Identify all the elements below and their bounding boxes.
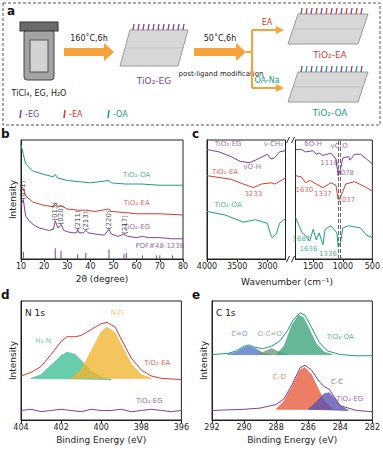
svg-text:398: 398 (134, 423, 149, 432)
svg-text:290: 290 (236, 423, 251, 432)
svg-text:δO-H: δO-H (304, 140, 322, 148)
svg-text:(217): (217) (121, 215, 129, 234)
svg-text:1500: 1500 (303, 262, 323, 271)
svg-text:PDF#48-1238: PDF#48-1238 (135, 242, 184, 250)
svg-text:ν-CH₂: ν-CH₂ (264, 140, 284, 148)
svg-text:400: 400 (94, 423, 109, 432)
svg-text:d: d (1, 289, 10, 302)
svg-text:TiO₂-EA: TiO₂-EA (143, 359, 170, 367)
svg-text:νO-H: νO-H (244, 163, 261, 171)
svg-text:Binding Energy (eV): Binding Energy (eV) (56, 435, 146, 445)
svg-text:(013): (013) (51, 202, 60, 221)
svg-text:Wavenumber (cm⁻¹): Wavenumber (cm⁻¹) (241, 277, 333, 287)
svg-text:C=O: C=O (231, 330, 248, 338)
svg-text:OA-Na: OA-Na (254, 76, 279, 85)
svg-text:-EG: -EG (25, 110, 39, 119)
svg-text:1687: 1687 (292, 235, 310, 243)
svg-text:C-C: C-C (331, 378, 343, 386)
svg-text:TiO₂-EG: TiO₂-EG (336, 395, 364, 403)
svg-text:500: 500 (365, 262, 380, 271)
svg-text:N-Ti: N-Ti (111, 309, 124, 317)
svg-text:Intensity: Intensity (199, 340, 209, 380)
svg-text:(020): (020) (57, 205, 65, 224)
svg-text:1630: 1630 (295, 186, 313, 194)
svg-text:50˚C,6h: 50˚C,6h (204, 33, 236, 43)
svg-text:(220): (220) (105, 210, 113, 229)
svg-text:10: 10 (16, 262, 26, 271)
svg-text:TiCl₄, EG, H₂O: TiCl₄, EG, H₂O (11, 89, 67, 98)
svg-text:1337: 1337 (314, 190, 332, 198)
svg-text:Intensity: Intensity (8, 179, 18, 219)
svg-text:C-O: C-O (273, 373, 287, 381)
svg-text:160˚C,6h: 160˚C,6h (70, 33, 108, 43)
svg-text:TiO₂-EA: TiO₂-EA (312, 50, 347, 60)
svg-text:TiO₂-OA: TiO₂-OA (122, 171, 150, 179)
svg-text:3000: 3000 (257, 262, 277, 271)
svg-text:404: 404 (13, 423, 28, 432)
svg-text:TiO₂-OA: TiO₂-OA (326, 333, 354, 341)
svg-text:TiO₂-OA: TiO₂-OA (214, 201, 242, 209)
svg-text:N 1s: N 1s (25, 308, 45, 318)
svg-text:50: 50 (108, 262, 118, 271)
svg-text:288: 288 (269, 423, 284, 432)
svg-text:3233: 3233 (244, 190, 262, 198)
svg-text:e: e (192, 289, 200, 302)
svg-text:4000: 4000 (197, 262, 217, 271)
svg-text:1000: 1000 (333, 262, 353, 271)
svg-text:396: 396 (174, 423, 189, 432)
svg-text:(211): (211) (74, 210, 82, 229)
svg-text:TiO₂-EA: TiO₂-EA (211, 168, 238, 176)
svg-text:-EA: -EA (69, 110, 83, 119)
svg-text:TiO₂-EG: TiO₂-EG (136, 76, 171, 86)
svg-text:TiO₂-EG: TiO₂-EG (123, 222, 151, 231)
svg-text:b: b (1, 128, 10, 141)
svg-text:(213): (213) (82, 211, 90, 230)
svg-text:30: 30 (62, 262, 72, 271)
svg-text:80: 80 (178, 262, 188, 271)
svg-text:292: 292 (204, 423, 219, 432)
svg-text:O-C=O: O-C=O (257, 330, 282, 338)
svg-text:282: 282 (365, 423, 380, 432)
svg-text:3500: 3500 (227, 262, 247, 271)
svg-text:284: 284 (333, 423, 348, 432)
svg-text:20: 20 (39, 262, 49, 271)
svg-text:C 1s: C 1s (216, 308, 236, 318)
svg-text:402: 402 (53, 423, 68, 432)
svg-text:1636: 1636 (300, 245, 318, 253)
svg-text:c: c (192, 128, 199, 141)
svg-text:1116: 1116 (320, 159, 338, 167)
svg-text:1078: 1078 (336, 169, 354, 177)
svg-text:70: 70 (155, 262, 165, 271)
svg-text:TiO₂-OA: TiO₂-OA (312, 108, 349, 118)
svg-text:286: 286 (301, 423, 316, 432)
svg-text:TiO₂-EA: TiO₂-EA (123, 199, 150, 207)
svg-text:νC-O: νC-O (331, 142, 349, 150)
svg-text:Intensity: Intensity (8, 340, 18, 380)
svg-text:60: 60 (132, 262, 142, 271)
svg-text:H₂-N: H₂-N (35, 337, 51, 345)
svg-text:TiO₂-EG: TiO₂-EG (214, 140, 242, 148)
svg-text:post-ligand modification: post-ligand modification (179, 70, 264, 78)
svg-text:2θ (degree): 2θ (degree) (76, 274, 129, 284)
svg-text:-OA: -OA (113, 110, 128, 119)
svg-text:EA: EA (262, 18, 273, 27)
svg-text:Binding Energy (eV): Binding Energy (eV) (247, 435, 337, 445)
svg-text:TiO₂-EG: TiO₂-EG (135, 397, 163, 405)
svg-text:1037: 1037 (337, 196, 355, 204)
svg-text:a: a (7, 4, 15, 18)
svg-text:40: 40 (85, 262, 95, 271)
svg-text:(011): (011) (19, 180, 27, 199)
svg-text:1336: 1336 (319, 250, 337, 258)
